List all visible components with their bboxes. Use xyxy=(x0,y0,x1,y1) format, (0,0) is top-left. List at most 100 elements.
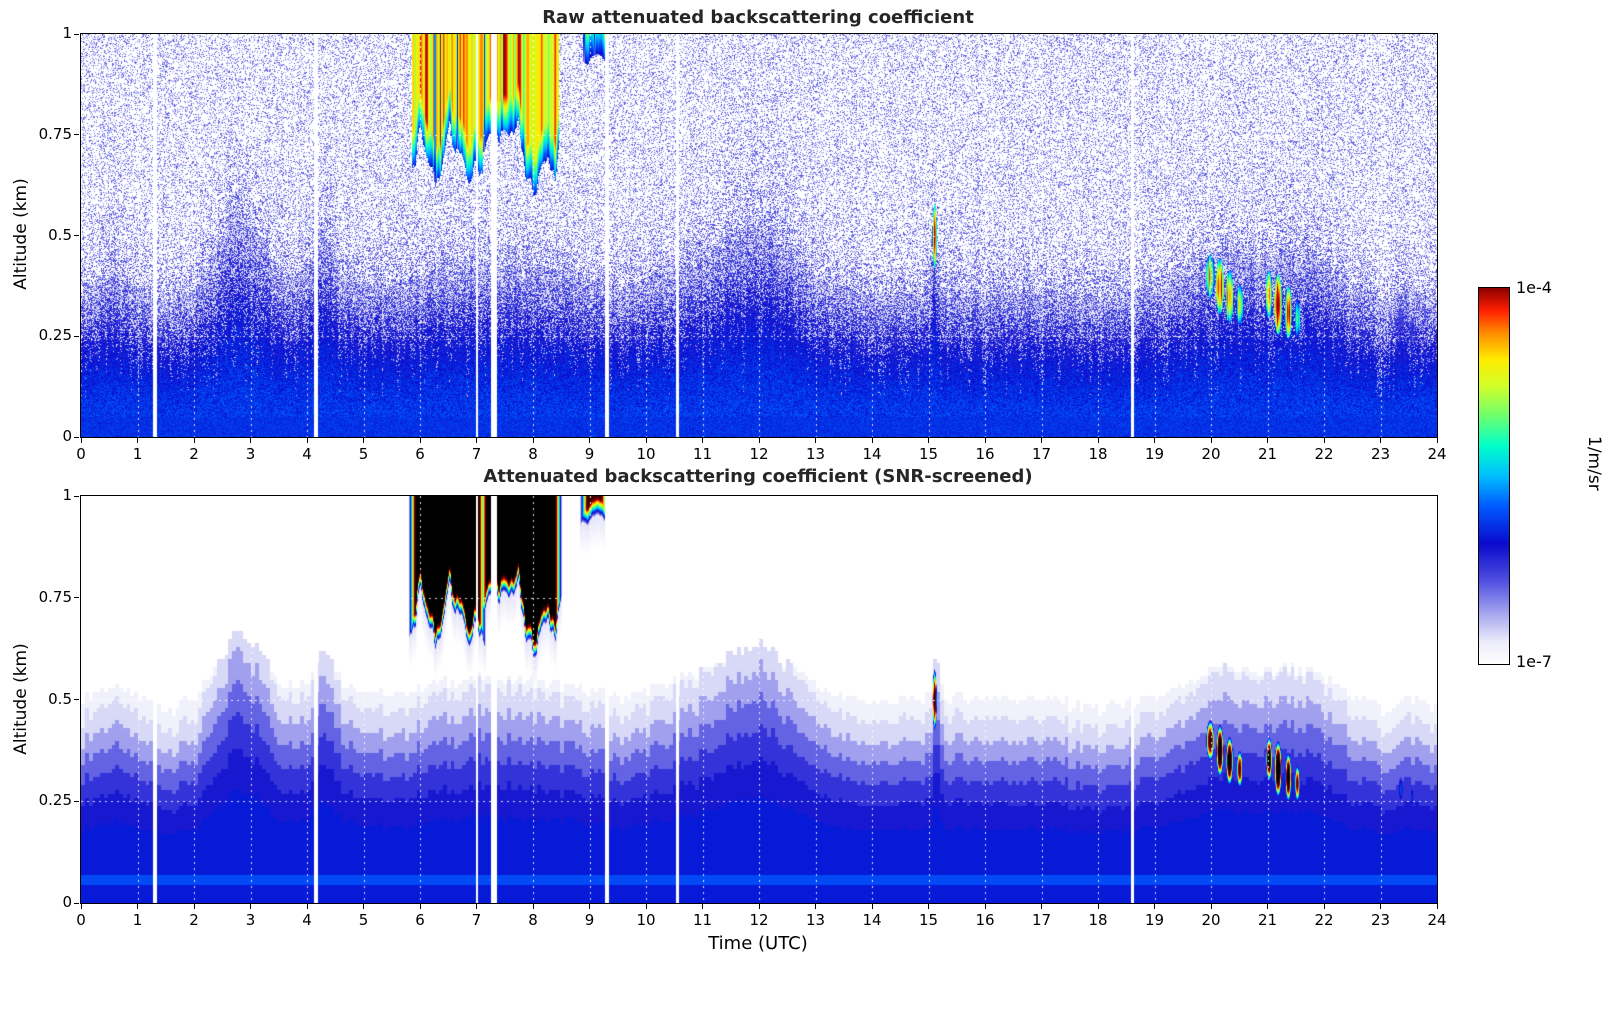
x-tick-label: 12 xyxy=(749,911,769,929)
x-tick-label: 12 xyxy=(749,445,769,463)
x-tick xyxy=(871,438,873,443)
x-tick-label: 16 xyxy=(975,445,995,463)
x-tick xyxy=(419,904,421,909)
x-tick xyxy=(250,438,251,443)
x-tick xyxy=(815,904,816,909)
y-tick-label: 0 xyxy=(62,427,72,445)
x-tick-label: 15 xyxy=(918,445,939,463)
x-tick-label: 13 xyxy=(805,911,826,929)
x-tick xyxy=(589,904,590,909)
x-tick-label: 18 xyxy=(1088,445,1108,463)
x-tick-label: 15 xyxy=(918,911,939,929)
x-tick-label: 3 xyxy=(245,911,256,929)
colorbar xyxy=(1478,287,1510,665)
x-tick xyxy=(193,904,195,909)
raw-heatmap-canvas xyxy=(80,33,1438,438)
x-tick xyxy=(476,438,477,443)
x-tick xyxy=(532,904,534,909)
x-tick xyxy=(984,438,986,443)
y-tick xyxy=(74,902,79,904)
x-tick-label: 8 xyxy=(528,445,538,463)
x-tick xyxy=(80,904,82,909)
colorbar-max-label: 1e-4 xyxy=(1516,278,1552,297)
y-tick xyxy=(74,134,79,136)
x-tick xyxy=(702,438,703,443)
x-tick-label: 7 xyxy=(471,911,482,929)
x-tick-label: 10 xyxy=(636,445,656,463)
x-tick-label: 23 xyxy=(1370,445,1391,463)
x-tick xyxy=(193,438,195,443)
x-tick-label: 20 xyxy=(1201,911,1221,929)
x-tick-label: 8 xyxy=(528,911,538,929)
x-tick-label: 16 xyxy=(975,911,995,929)
x-tick-label: 11 xyxy=(692,445,713,463)
x-tick xyxy=(1097,904,1099,909)
x-tick-label: 20 xyxy=(1201,445,1221,463)
x-tick-label: 24 xyxy=(1427,911,1447,929)
y-tick-label: 0.5 xyxy=(48,225,72,244)
x-tick xyxy=(137,438,138,443)
x-tick-label: 4 xyxy=(302,911,312,929)
x-tick xyxy=(1380,438,1381,443)
x-tick xyxy=(1097,438,1099,443)
y-tick xyxy=(74,699,79,700)
x-tick xyxy=(1436,904,1438,909)
x-tick-label: 21 xyxy=(1257,911,1278,929)
y-tick xyxy=(74,33,79,35)
y-tick xyxy=(74,335,79,337)
x-tick-label: 23 xyxy=(1370,911,1391,929)
x-tick xyxy=(1267,904,1268,909)
x-tick xyxy=(137,904,138,909)
x-tick-label: 21 xyxy=(1257,445,1278,463)
x-tick xyxy=(306,438,308,443)
x-tick-label: 4 xyxy=(302,445,312,463)
x-tick-label: 3 xyxy=(245,445,256,463)
x-tick xyxy=(1323,904,1325,909)
x-tick-label: 6 xyxy=(415,911,425,929)
screened-heatmap-canvas xyxy=(80,495,1438,904)
x-tick-label: 19 xyxy=(1144,445,1165,463)
x-tick xyxy=(758,438,760,443)
x-axis-label: Time (UTC) xyxy=(708,933,808,954)
x-tick xyxy=(306,904,308,909)
x-tick xyxy=(1323,438,1325,443)
raw-panel-title: Raw attenuated backscattering coefficien… xyxy=(542,7,974,28)
x-tick-label: 17 xyxy=(1031,911,1052,929)
x-tick-label: 2 xyxy=(189,911,199,929)
x-tick-label: 13 xyxy=(805,445,826,463)
x-tick xyxy=(1041,438,1042,443)
x-tick xyxy=(1380,904,1381,909)
x-tick xyxy=(984,904,986,909)
x-tick xyxy=(928,904,929,909)
x-tick-label: 1 xyxy=(132,445,143,463)
colorbar-min-label: 1e-7 xyxy=(1516,652,1552,671)
y-tick-label: 0 xyxy=(62,893,72,911)
x-tick xyxy=(871,904,873,909)
x-tick xyxy=(363,438,364,443)
x-tick-label: 11 xyxy=(692,911,713,929)
x-tick-label: 0 xyxy=(76,445,86,463)
x-tick xyxy=(363,904,364,909)
x-tick xyxy=(80,438,82,443)
screened-panel-title: Attenuated backscattering coefficient (S… xyxy=(483,466,1033,487)
x-tick-label: 24 xyxy=(1427,445,1447,463)
x-tick-label: 7 xyxy=(471,445,482,463)
x-tick xyxy=(758,904,760,909)
colorbar-unit-label: 1/m/sr xyxy=(1584,436,1604,491)
x-tick xyxy=(645,904,647,909)
x-tick xyxy=(1210,904,1212,909)
x-tick xyxy=(1154,904,1155,909)
x-tick-label: 5 xyxy=(358,445,369,463)
x-tick xyxy=(815,438,816,443)
x-tick-label: 22 xyxy=(1314,911,1334,929)
y-tick xyxy=(74,436,79,438)
x-tick-label: 10 xyxy=(636,911,656,929)
x-tick xyxy=(928,438,929,443)
x-tick-label: 22 xyxy=(1314,445,1334,463)
x-tick-label: 19 xyxy=(1144,911,1165,929)
x-tick xyxy=(250,904,251,909)
y-tick-label: 1 xyxy=(62,486,72,504)
y-tick-label: 0.75 xyxy=(38,587,72,606)
x-tick-label: 1 xyxy=(132,911,143,929)
